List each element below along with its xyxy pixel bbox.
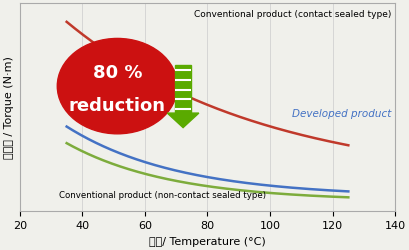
Text: Conventional product (contact sealed type): Conventional product (contact sealed typ… <box>194 10 391 19</box>
X-axis label: 温度/ Temperature (°C): 温度/ Temperature (°C) <box>149 236 265 246</box>
Y-axis label: トルク / Torque (N·m): トルク / Torque (N·m) <box>4 56 14 159</box>
Text: 80 %: 80 % <box>92 63 142 81</box>
Bar <box>174 66 191 115</box>
Text: reduction: reduction <box>69 96 166 114</box>
Text: Developed product: Developed product <box>292 109 391 118</box>
Polygon shape <box>167 114 198 128</box>
Text: Conventional product (non-contact sealed type): Conventional product (non-contact sealed… <box>59 190 265 199</box>
Ellipse shape <box>57 39 177 134</box>
